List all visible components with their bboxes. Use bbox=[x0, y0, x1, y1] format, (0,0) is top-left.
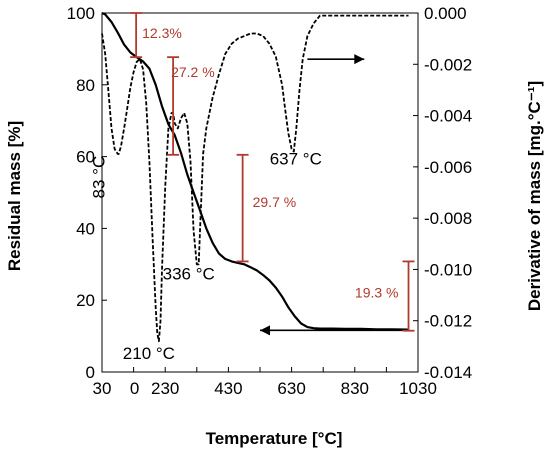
peak-label: 83 °C bbox=[90, 156, 109, 199]
left-y-axis-title: Residual mass [%] bbox=[5, 121, 24, 271]
mass-loss-label: 19.3 % bbox=[355, 284, 399, 300]
right-y-tick-label: -0.010 bbox=[424, 260, 472, 279]
x-axis-title: Temperature [°C] bbox=[206, 429, 343, 448]
arrow-left-icon bbox=[260, 325, 270, 336]
right-y-tick-label: -0.002 bbox=[424, 55, 472, 74]
arrow-right-icon bbox=[354, 54, 365, 65]
right-y-tick-label: -0.008 bbox=[424, 209, 472, 228]
right-y-tick-label: -0.006 bbox=[424, 158, 472, 177]
peak-label: 336 °C bbox=[163, 265, 215, 284]
x-tick-label: 630 bbox=[277, 379, 305, 398]
right-y-tick-label: 0.000 bbox=[424, 4, 467, 23]
right-y-tick-label: -0.014 bbox=[424, 363, 472, 382]
left-y-tick-label: 20 bbox=[76, 291, 95, 310]
left-y-tick-label: 100 bbox=[67, 4, 95, 23]
left-y-tick-label: 40 bbox=[76, 219, 95, 238]
right-y-tick-label: -0.004 bbox=[424, 107, 472, 126]
mass-curve-line bbox=[101, 11, 409, 331]
x-tick-label: 1030 bbox=[399, 379, 437, 398]
x-tick-label: 430 bbox=[214, 379, 242, 398]
left-y-tick-label: 60 bbox=[76, 148, 95, 167]
right-y-tick-label: -0.012 bbox=[424, 312, 472, 331]
peak-label: 637 °C bbox=[270, 149, 322, 168]
x-tick-label-partial: 0 bbox=[130, 379, 139, 398]
mass-loss-label: 27.2 % bbox=[171, 64, 215, 80]
left-y-tick-label: 80 bbox=[76, 76, 95, 95]
mass-loss-label: 29.7 % bbox=[253, 194, 297, 210]
plot-frame bbox=[101, 12, 419, 373]
mass-loss-label: 12.3% bbox=[142, 25, 182, 41]
x-tick-label: 230 bbox=[151, 379, 179, 398]
x-tick-label: 30 bbox=[93, 379, 112, 398]
left-y-tick-label: 0 bbox=[86, 363, 95, 382]
peak-label: 210 °C bbox=[123, 344, 175, 363]
x-tick-label: 830 bbox=[341, 379, 369, 398]
derivative-curve-line bbox=[101, 14, 409, 343]
right-y-axis-title: Derivative of mass [mg.°C⁻¹] bbox=[525, 81, 544, 311]
